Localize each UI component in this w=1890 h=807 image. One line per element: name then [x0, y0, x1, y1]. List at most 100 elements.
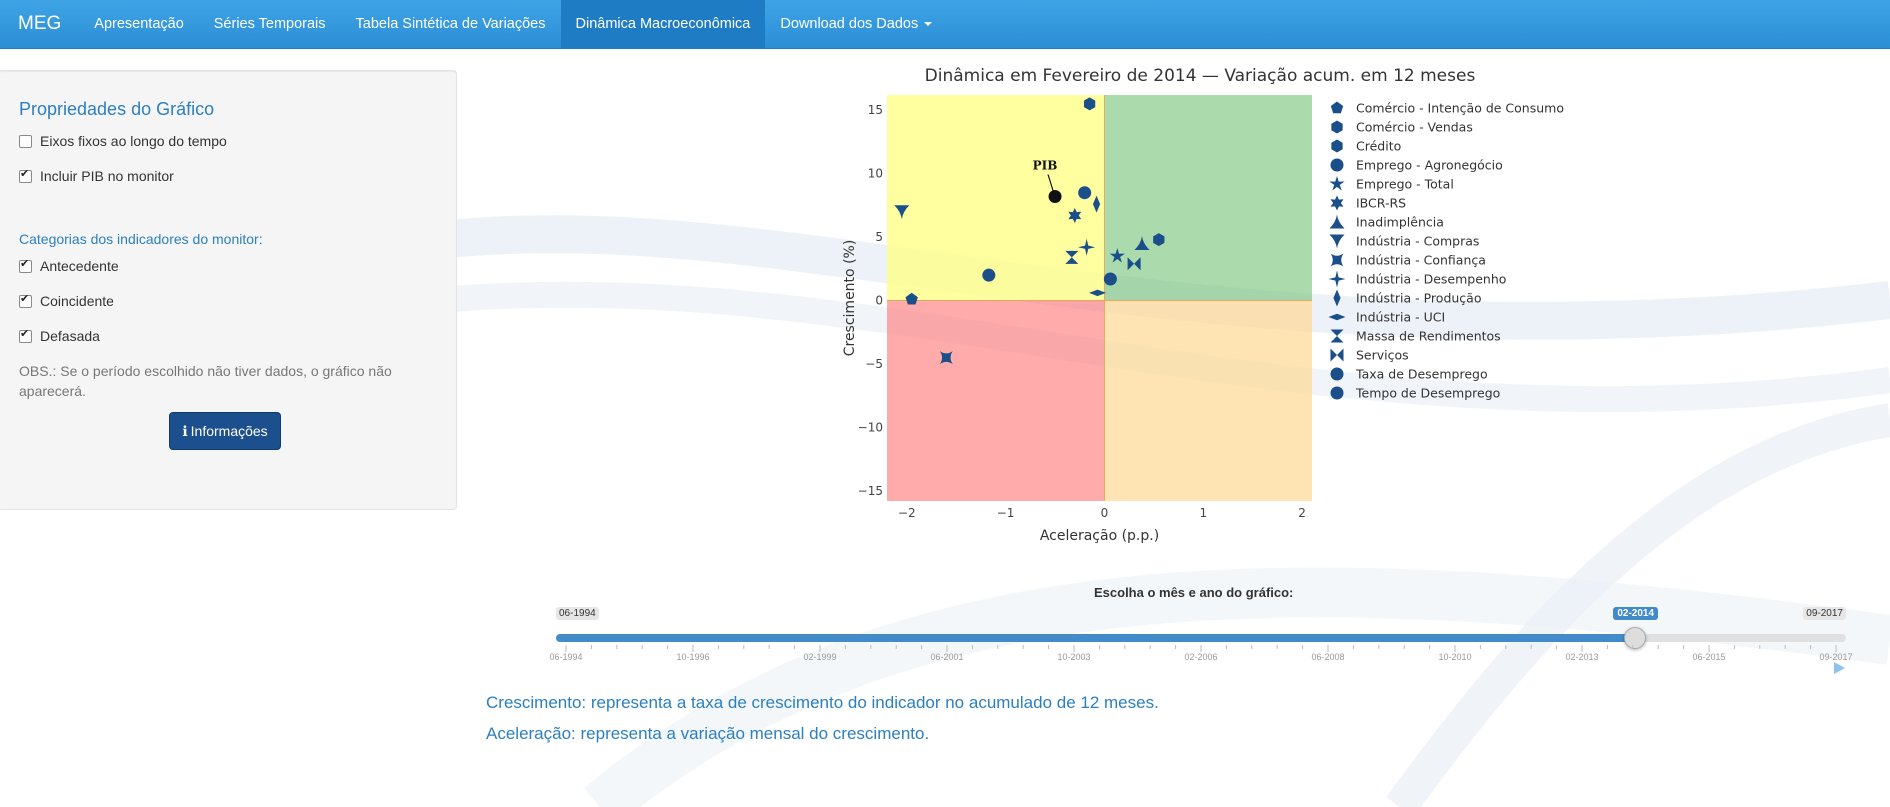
x-tick-label: 0 — [1101, 506, 1109, 520]
checkbox-checked-icon[interactable] — [19, 257, 32, 273]
info-icon: ℹ — [182, 422, 188, 439]
legend-marker — [1330, 329, 1344, 343]
legend-marker — [1330, 367, 1344, 381]
point-industria-producao — [1092, 195, 1101, 213]
point-tempo-de-desemprego — [1078, 186, 1092, 200]
point-inadimplencia — [1134, 235, 1150, 250]
legend-marker — [1329, 176, 1345, 191]
legend-label: IBCR-RS — [1356, 196, 1406, 211]
caret-down-icon — [924, 22, 933, 26]
legend-label: Massa de Rendimentos — [1356, 329, 1501, 344]
legend-label: Comércio - Intenção de Consumo — [1356, 101, 1564, 116]
nav-download-label: Download dos Dados — [780, 16, 919, 32]
slider-fill — [556, 634, 1636, 642]
slider-tick-label: 02-2013 — [1565, 652, 1599, 662]
slider-handle[interactable] — [1624, 627, 1647, 649]
legend-marker — [1330, 158, 1344, 172]
slider-tick-label: 02-1999 — [803, 652, 837, 662]
nav-series-temporais[interactable]: Séries Temporais — [213, 16, 326, 32]
legend-marker — [1331, 120, 1343, 134]
legend-marker — [1333, 289, 1341, 307]
legend-item: Indústria - Compras — [1329, 234, 1479, 249]
obs-note: OBS.: Se o período escolhido não tiver d… — [19, 363, 392, 399]
quadrant-top-right — [1104, 95, 1312, 301]
brand-logo[interactable]: MEG — [18, 13, 62, 34]
slider-tick-label: 02-2006 — [1184, 652, 1218, 662]
legend-label: Indústria - Produção — [1356, 291, 1481, 306]
checkbox-checked-icon[interactable] — [19, 292, 32, 308]
legend-marker — [1330, 101, 1344, 114]
legend-item: Crédito — [1331, 139, 1401, 154]
x-tick-label: −2 — [898, 506, 916, 520]
slider-tick-label: 10-1996 — [676, 652, 710, 662]
point-pib — [1048, 190, 1062, 203]
category-antecedente-checkbox[interactable]: Antecedente — [19, 257, 119, 274]
legend-item: Emprego - Agronegócio — [1330, 158, 1503, 173]
slider-tick-label: 06-2015 — [1692, 652, 1726, 662]
y-tick-label: 10 — [868, 167, 883, 181]
fixed-axes-checkbox[interactable]: Eixos fixos ao longo do tempo — [19, 133, 227, 149]
category-defasada-checkbox[interactable]: Defasada — [19, 327, 100, 344]
legend-marker — [1330, 348, 1344, 362]
x-axis-label: Aceleração (p.p.) — [1040, 528, 1159, 544]
legend-label: Indústria - Confiança — [1356, 253, 1486, 268]
nav-apresentacao[interactable]: Apresentação — [94, 16, 184, 32]
y-tick-label: 15 — [868, 103, 883, 117]
panel-title: Propriedades do Gráfico — [19, 99, 215, 119]
top-navbar: MEG Apresentação Séries Temporais Tabela… — [0, 0, 1890, 49]
include-gdp-label: Incluir PIB no monitor — [40, 168, 174, 184]
legend-label: Emprego - Agronegócio — [1356, 158, 1503, 173]
chart-title: Dinâmica em Fevereiro de 2014 — Variação… — [925, 66, 1476, 86]
date-slider[interactable]: 06-1994 09-2017 02-2014 06-1994 10-1996 02… — [549, 605, 1853, 675]
acceleration-note: Aceleração: representa a variação mensal… — [486, 724, 930, 743]
checkbox-icon[interactable] — [19, 134, 32, 148]
category-label: Coincidente — [40, 293, 114, 309]
slider-title: Escolha o mês e ano do gráfico: — [1094, 585, 1294, 600]
legend-item: IBCR-RS — [1330, 195, 1406, 211]
legend-item: Indústria - Produção — [1333, 289, 1481, 307]
point-servicos — [1127, 257, 1141, 271]
point-comercio-vendas — [1153, 233, 1165, 247]
chart-properties-panel: Propriedades do Gráfico Eixos fixos ao l… — [0, 70, 457, 510]
legend-item: Serviços — [1330, 348, 1409, 363]
annotation-arrow — [1047, 174, 1054, 191]
point-industria-desempenho — [1078, 238, 1096, 256]
category-label: Antecedente — [40, 258, 119, 274]
nav-download-dados[interactable]: Download dos Dados — [765, 0, 947, 48]
legend-label: Comércio - Vendas — [1356, 120, 1473, 135]
point-ibcr-rs — [1068, 208, 1082, 224]
nav-tabela-sintetica[interactable]: Tabela Sintética de Variações — [355, 16, 546, 32]
info-button[interactable]: ℹ Informações — [169, 412, 281, 450]
x-tick-label: −1 — [997, 506, 1015, 520]
category-coincidente-checkbox[interactable]: Coincidente — [19, 292, 114, 309]
y-tick-label: −10 — [858, 420, 883, 434]
include-gdp-checkbox[interactable]: Incluir PIB no monitor — [19, 167, 174, 184]
legend-label: Emprego - Total — [1356, 177, 1454, 192]
dynamics-scatter-chart: Dinâmica em Fevereiro de 2014 — Variação… — [842, 66, 1564, 544]
annotation-label: PIB — [1033, 159, 1058, 173]
y-tick-label: −5 — [865, 357, 883, 371]
checkbox-checked-icon[interactable] — [19, 327, 32, 343]
slider-tick-label: 06-1994 — [549, 652, 583, 662]
legend-item: Comércio - Intenção de Consumo — [1330, 101, 1564, 116]
point-comercio-intencao-de-consumo — [905, 292, 918, 305]
legend-marker — [1330, 253, 1344, 267]
slider-tick-label: 10-2003 — [1057, 652, 1091, 662]
quadrant-top-left — [887, 95, 1105, 301]
legend-label: Indústria - Compras — [1356, 234, 1479, 249]
category-label: Defasada — [40, 328, 100, 344]
checkbox-checked-icon[interactable] — [19, 167, 32, 183]
point-emprego-total — [1109, 248, 1125, 263]
nav-dinamica-macroeconomica[interactable]: Dinâmica Macroeconômica — [560, 0, 766, 48]
categories-title: Categorias dos indicadores do monitor: — [19, 231, 263, 247]
fixed-axes-label: Eixos fixos ao longo do tempo — [40, 133, 227, 149]
legend-label: Serviços — [1356, 348, 1409, 363]
slider-tick-label: 06-2001 — [930, 652, 964, 662]
y-axis-label: Crescimento (%) — [842, 240, 858, 357]
point-credito — [1083, 97, 1096, 111]
point-industria-uci — [1089, 289, 1107, 297]
play-icon[interactable] — [1834, 662, 1845, 674]
y-tick-label: 0 — [875, 294, 883, 308]
legend-marker — [1328, 313, 1346, 321]
slider-tick-label: 10-2010 — [1438, 652, 1472, 662]
